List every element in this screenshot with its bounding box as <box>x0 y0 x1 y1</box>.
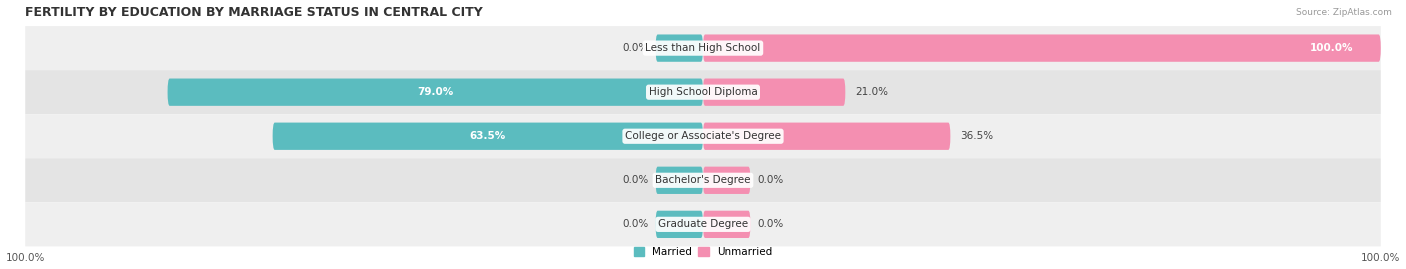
Text: 100.0%: 100.0% <box>1310 43 1354 53</box>
FancyBboxPatch shape <box>655 167 703 194</box>
FancyBboxPatch shape <box>25 26 1381 70</box>
Text: 0.0%: 0.0% <box>623 43 648 53</box>
Text: Bachelor's Degree: Bachelor's Degree <box>655 175 751 185</box>
Text: 21.0%: 21.0% <box>855 87 889 97</box>
FancyBboxPatch shape <box>25 202 1381 246</box>
Text: College or Associate's Degree: College or Associate's Degree <box>626 131 780 141</box>
Legend: Married, Unmarried: Married, Unmarried <box>630 243 776 261</box>
Text: 0.0%: 0.0% <box>623 219 648 229</box>
FancyBboxPatch shape <box>655 34 703 62</box>
FancyBboxPatch shape <box>703 79 845 106</box>
FancyBboxPatch shape <box>703 123 950 150</box>
FancyBboxPatch shape <box>273 123 703 150</box>
FancyBboxPatch shape <box>703 167 751 194</box>
FancyBboxPatch shape <box>25 70 1381 114</box>
Text: High School Diploma: High School Diploma <box>648 87 758 97</box>
FancyBboxPatch shape <box>703 211 751 238</box>
Text: 79.0%: 79.0% <box>418 87 453 97</box>
Text: 0.0%: 0.0% <box>623 175 648 185</box>
FancyBboxPatch shape <box>655 211 703 238</box>
Text: Graduate Degree: Graduate Degree <box>658 219 748 229</box>
Text: FERTILITY BY EDUCATION BY MARRIAGE STATUS IN CENTRAL CITY: FERTILITY BY EDUCATION BY MARRIAGE STATU… <box>25 6 484 19</box>
FancyBboxPatch shape <box>167 79 703 106</box>
Text: 63.5%: 63.5% <box>470 131 506 141</box>
Text: 36.5%: 36.5% <box>960 131 994 141</box>
Text: Less than High School: Less than High School <box>645 43 761 53</box>
Text: Source: ZipAtlas.com: Source: ZipAtlas.com <box>1296 8 1392 17</box>
FancyBboxPatch shape <box>25 114 1381 158</box>
FancyBboxPatch shape <box>703 34 1381 62</box>
FancyBboxPatch shape <box>25 158 1381 202</box>
Text: 0.0%: 0.0% <box>758 219 783 229</box>
Text: 0.0%: 0.0% <box>758 175 783 185</box>
